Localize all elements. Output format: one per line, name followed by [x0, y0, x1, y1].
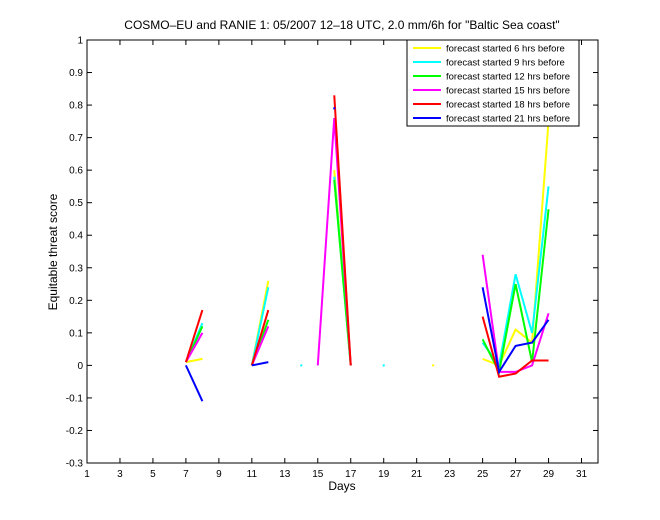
- y-tick-label: 0.4: [69, 231, 83, 242]
- series-segment: [185, 332, 204, 363]
- y-tick-label: 0.2: [69, 296, 83, 307]
- x-tick-label: 5: [150, 469, 156, 480]
- x-tick-label: 31: [576, 469, 588, 480]
- x-tick-label: 11: [247, 469, 258, 480]
- plot-area-frame: [86, 39, 599, 464]
- series-segment: [184, 309, 204, 363]
- y-tick-label: 1: [77, 36, 83, 47]
- y-tick-label: 0.8: [69, 101, 83, 112]
- y-tick-label: 0.7: [69, 133, 83, 144]
- series-segment: [481, 287, 550, 375]
- legend-label: forecast started 18 hrs before: [446, 100, 570, 111]
- series-segment: [250, 309, 270, 366]
- y-tick-label: 0.1: [69, 328, 83, 339]
- x-tick-label: 23: [444, 469, 456, 480]
- series-segment: [185, 357, 203, 364]
- legend-label: forecast started 21 hrs before: [446, 114, 570, 125]
- x-tick-label: 21: [411, 469, 423, 480]
- x-tick-label: 3: [117, 469, 123, 480]
- y-tick-label: -0.1: [66, 393, 84, 404]
- x-tick-label: 15: [312, 469, 324, 480]
- x-tick-label: 27: [510, 469, 522, 480]
- legend-label: forecast started 12 hrs before: [446, 72, 570, 83]
- series-segment: [333, 95, 352, 366]
- legend-label: forecast started 6 hrs before: [446, 44, 565, 55]
- y-tick-label: 0.9: [69, 68, 83, 79]
- series-layer: [184, 95, 550, 402]
- x-tick-label: 25: [477, 469, 489, 480]
- series-segment: [481, 209, 550, 375]
- x-tick-label: 29: [543, 469, 555, 480]
- series-segment: [481, 254, 550, 373]
- x-tick-label: 9: [216, 469, 222, 480]
- x-tick-label: 13: [279, 469, 291, 480]
- legend-box: [406, 39, 580, 127]
- legend-label: forecast started 9 hrs before: [446, 58, 565, 69]
- y-tick-label: 0.6: [69, 166, 83, 177]
- ticks-layer: 1 3 5 7 9 11 13 15 17 19 21 23 25 27 29 31-0.3-0.2-0.10…: [66, 36, 598, 480]
- series-segment: [481, 316, 549, 378]
- y-tick-label: 0.5: [69, 198, 83, 209]
- y-tick-label: 0: [77, 361, 83, 372]
- series-line: [184, 95, 549, 378]
- chart-title: COSMO–EU and RANIE 1: 05/2007 12–18 UTC,…: [124, 18, 559, 32]
- legend: forecast started 6 hrs before forecast st…: [406, 39, 580, 127]
- series-line: [184, 107, 550, 402]
- series-segment: [184, 364, 204, 402]
- x-tick-label: 1: [84, 469, 90, 480]
- legend-label: forecast started 15 hrs before: [446, 86, 570, 97]
- y-tick-label: 0.3: [69, 263, 83, 274]
- y-tick-label: -0.3: [66, 459, 84, 470]
- x-tick-label: 19: [378, 469, 390, 480]
- y-tick-label: -0.2: [66, 426, 84, 437]
- series-segment: [251, 361, 269, 367]
- series-segment: [250, 287, 270, 366]
- x-axis-title: Days: [328, 479, 355, 493]
- x-tick-label: 17: [345, 469, 357, 480]
- x-tick-label: 7: [183, 469, 189, 480]
- y-axis-title: Equitable threat score: [46, 193, 60, 310]
